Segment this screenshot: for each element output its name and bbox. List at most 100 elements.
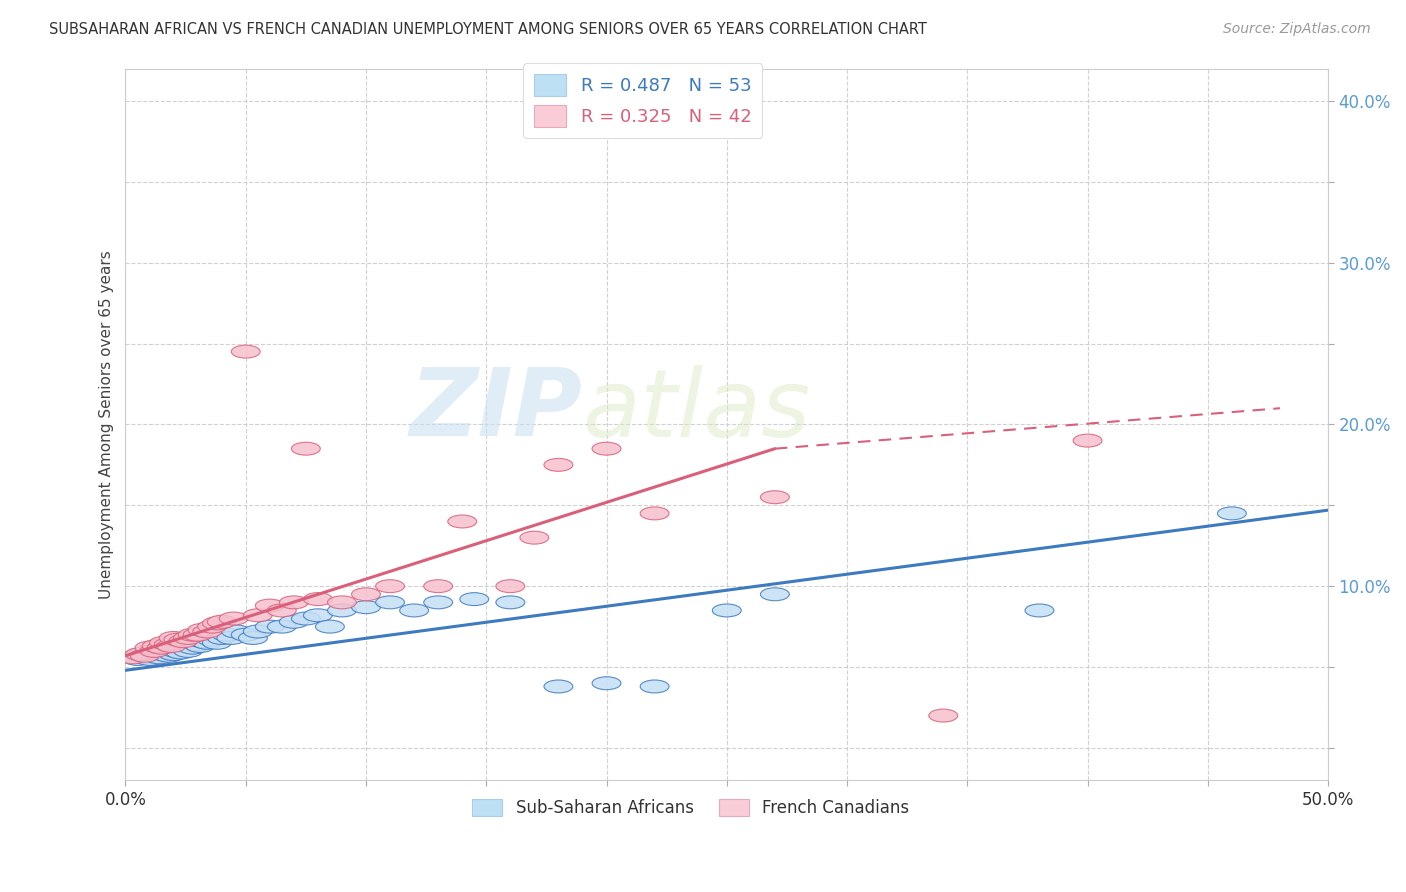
Ellipse shape xyxy=(544,680,572,693)
Ellipse shape xyxy=(173,632,202,644)
Ellipse shape xyxy=(169,635,198,648)
Ellipse shape xyxy=(159,648,188,661)
Ellipse shape xyxy=(304,592,332,606)
Ellipse shape xyxy=(183,638,212,651)
Ellipse shape xyxy=(929,709,957,722)
Ellipse shape xyxy=(193,636,222,649)
Ellipse shape xyxy=(280,615,308,628)
Ellipse shape xyxy=(496,596,524,609)
Ellipse shape xyxy=(1073,434,1102,447)
Ellipse shape xyxy=(125,648,155,661)
Ellipse shape xyxy=(256,599,284,612)
Ellipse shape xyxy=(145,651,173,664)
Ellipse shape xyxy=(149,636,179,649)
Ellipse shape xyxy=(141,644,169,657)
Ellipse shape xyxy=(202,617,232,630)
Ellipse shape xyxy=(155,649,183,662)
Text: SUBSAHARAN AFRICAN VS FRENCH CANADIAN UNEMPLOYMENT AMONG SENIORS OVER 65 YEARS C: SUBSAHARAN AFRICAN VS FRENCH CANADIAN UN… xyxy=(49,22,927,37)
Ellipse shape xyxy=(267,620,297,633)
Legend: Sub-Saharan Africans, French Canadians: Sub-Saharan Africans, French Canadians xyxy=(464,790,918,825)
Ellipse shape xyxy=(173,644,202,657)
Ellipse shape xyxy=(544,458,572,471)
Ellipse shape xyxy=(352,588,381,600)
Ellipse shape xyxy=(761,588,789,600)
Ellipse shape xyxy=(761,491,789,504)
Ellipse shape xyxy=(186,640,215,653)
Ellipse shape xyxy=(155,638,183,651)
Ellipse shape xyxy=(183,628,212,641)
Ellipse shape xyxy=(172,640,200,653)
Ellipse shape xyxy=(375,596,405,609)
Ellipse shape xyxy=(131,649,159,662)
Ellipse shape xyxy=(156,646,186,659)
Ellipse shape xyxy=(640,507,669,520)
Ellipse shape xyxy=(159,640,188,653)
Ellipse shape xyxy=(128,648,156,661)
Ellipse shape xyxy=(640,680,669,693)
Ellipse shape xyxy=(713,604,741,617)
Ellipse shape xyxy=(232,628,260,641)
Ellipse shape xyxy=(212,628,240,641)
Ellipse shape xyxy=(280,596,308,609)
Ellipse shape xyxy=(243,609,273,622)
Ellipse shape xyxy=(179,641,207,654)
Ellipse shape xyxy=(399,604,429,617)
Y-axis label: Unemployment Among Seniors over 65 years: Unemployment Among Seniors over 65 years xyxy=(100,250,114,599)
Ellipse shape xyxy=(193,625,222,638)
Ellipse shape xyxy=(166,646,195,659)
Ellipse shape xyxy=(520,531,548,544)
Text: Source: ZipAtlas.com: Source: ZipAtlas.com xyxy=(1223,22,1371,37)
Ellipse shape xyxy=(148,641,176,654)
Ellipse shape xyxy=(291,612,321,625)
Ellipse shape xyxy=(198,620,226,633)
Ellipse shape xyxy=(423,596,453,609)
Ellipse shape xyxy=(232,345,260,358)
Ellipse shape xyxy=(243,625,273,638)
Ellipse shape xyxy=(188,635,217,648)
Ellipse shape xyxy=(118,651,148,664)
Ellipse shape xyxy=(124,653,152,665)
Ellipse shape xyxy=(135,644,165,657)
Ellipse shape xyxy=(447,515,477,528)
Ellipse shape xyxy=(496,580,524,592)
Ellipse shape xyxy=(328,604,356,617)
Ellipse shape xyxy=(375,580,405,592)
Ellipse shape xyxy=(135,641,165,654)
Ellipse shape xyxy=(179,628,207,641)
Ellipse shape xyxy=(267,604,297,617)
Ellipse shape xyxy=(207,632,236,644)
Ellipse shape xyxy=(304,609,332,622)
Ellipse shape xyxy=(328,596,356,609)
Ellipse shape xyxy=(135,653,165,665)
Ellipse shape xyxy=(176,636,205,649)
Ellipse shape xyxy=(315,620,344,633)
Ellipse shape xyxy=(1218,507,1246,520)
Ellipse shape xyxy=(162,644,190,657)
Ellipse shape xyxy=(592,442,621,455)
Text: ZIP: ZIP xyxy=(409,364,582,456)
Ellipse shape xyxy=(460,592,489,606)
Ellipse shape xyxy=(222,625,250,638)
Ellipse shape xyxy=(142,640,172,653)
Ellipse shape xyxy=(207,615,236,628)
Ellipse shape xyxy=(132,651,162,664)
Ellipse shape xyxy=(256,620,284,633)
Ellipse shape xyxy=(1025,604,1054,617)
Ellipse shape xyxy=(188,624,217,636)
Ellipse shape xyxy=(291,442,321,455)
Ellipse shape xyxy=(165,633,193,646)
Ellipse shape xyxy=(198,633,226,646)
Ellipse shape xyxy=(352,600,381,614)
Ellipse shape xyxy=(159,632,188,644)
Ellipse shape xyxy=(148,644,176,657)
Ellipse shape xyxy=(239,632,267,644)
Ellipse shape xyxy=(156,640,186,653)
Ellipse shape xyxy=(219,612,247,625)
Ellipse shape xyxy=(217,632,246,644)
Text: atlas: atlas xyxy=(582,365,811,456)
Ellipse shape xyxy=(165,641,193,654)
Ellipse shape xyxy=(592,677,621,690)
Ellipse shape xyxy=(202,636,232,649)
Ellipse shape xyxy=(149,648,179,661)
Ellipse shape xyxy=(423,580,453,592)
